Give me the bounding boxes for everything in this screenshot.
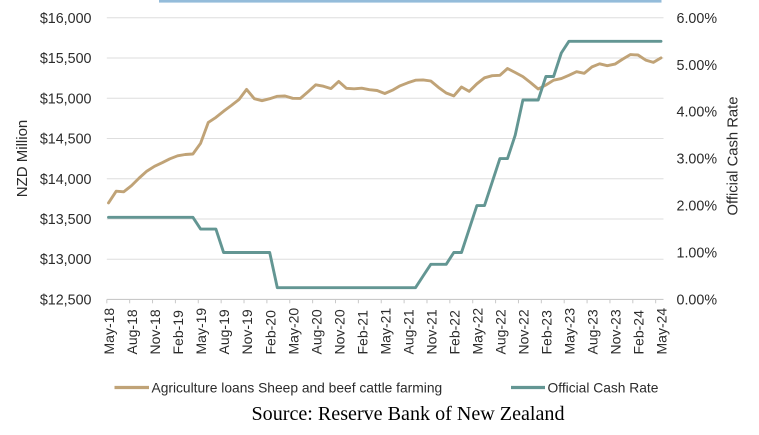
svg-text:Aug-20: Aug-20: [308, 309, 324, 354]
svg-text:$14,500: $14,500: [40, 132, 92, 148]
svg-text:$13,500: $13,500: [40, 212, 92, 228]
svg-text:5.00%: 5.00%: [677, 58, 718, 74]
svg-text:$15,000: $15,000: [40, 91, 92, 107]
svg-text:May-19: May-19: [193, 308, 209, 355]
svg-text:$14,000: $14,000: [40, 172, 92, 188]
svg-text:May-20: May-20: [285, 308, 301, 355]
svg-text:Aug-22: Aug-22: [492, 309, 508, 354]
svg-text:Feb-21: Feb-21: [354, 310, 370, 355]
svg-text:Aug-19: Aug-19: [216, 309, 232, 354]
svg-text:4.00%: 4.00%: [677, 105, 718, 121]
svg-text:Nov-21: Nov-21: [423, 309, 439, 354]
svg-text:Nov-19: Nov-19: [239, 309, 255, 354]
svg-text:1.00%: 1.00%: [677, 246, 718, 262]
svg-text:$13,000: $13,000: [40, 252, 92, 268]
svg-text:Nov-18: Nov-18: [147, 309, 163, 354]
svg-text:Aug-23: Aug-23: [585, 309, 601, 354]
svg-text:May-22: May-22: [469, 308, 485, 355]
svg-text:Aug-21: Aug-21: [400, 309, 416, 354]
svg-text:0.00%: 0.00%: [677, 292, 718, 308]
svg-text:Source: Reserve Bank of New Ze: Source: Reserve Bank of New Zealand: [251, 403, 564, 425]
svg-text:Nov-22: Nov-22: [516, 309, 532, 354]
svg-text:NZD Million: NZD Million: [14, 120, 31, 198]
svg-text:Official Cash Rate: Official Cash Rate: [726, 97, 742, 216]
svg-text:May-18: May-18: [101, 308, 117, 355]
svg-text:Nov-20: Nov-20: [331, 309, 347, 354]
svg-text:Feb-19: Feb-19: [170, 310, 186, 355]
svg-text:Agriculture loans Sheep and be: Agriculture loans Sheep and beef cattle …: [152, 380, 443, 395]
svg-text:3.00%: 3.00%: [677, 152, 718, 168]
svg-text:Nov-23: Nov-23: [608, 309, 624, 354]
svg-text:$15,500: $15,500: [40, 51, 92, 67]
svg-text:6.00%: 6.00%: [677, 11, 718, 27]
svg-text:$12,500: $12,500: [40, 292, 92, 308]
svg-text:Official Cash Rate: Official Cash Rate: [548, 380, 659, 395]
svg-text:Feb-22: Feb-22: [446, 310, 462, 355]
svg-text:2.00%: 2.00%: [677, 199, 718, 215]
svg-text:May-23: May-23: [562, 308, 578, 355]
svg-text:Feb-24: Feb-24: [631, 310, 647, 355]
svg-text:May-21: May-21: [377, 308, 393, 355]
svg-text:Feb-23: Feb-23: [539, 310, 555, 355]
svg-text:Aug-18: Aug-18: [124, 309, 140, 354]
svg-text:$16,000: $16,000: [40, 11, 92, 27]
svg-text:Feb-20: Feb-20: [262, 310, 278, 355]
svg-text:May-24: May-24: [654, 308, 670, 355]
